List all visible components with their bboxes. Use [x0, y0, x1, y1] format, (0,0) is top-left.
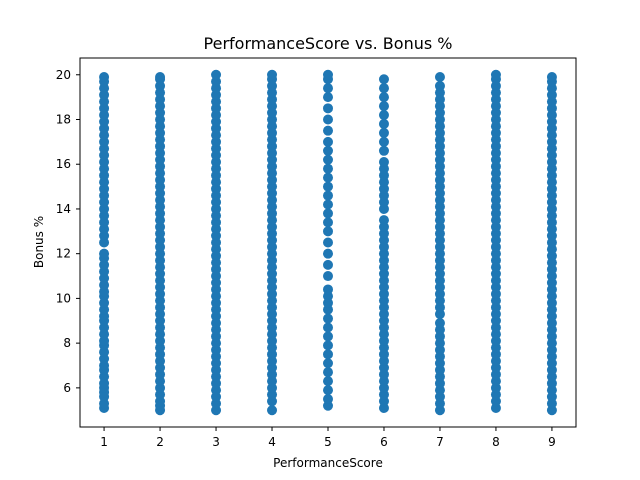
data-point: [323, 190, 333, 201]
data-point: [323, 114, 333, 125]
data-point: [267, 405, 278, 416]
data-point: [323, 136, 333, 147]
x-axis-label: PerformanceScore: [273, 456, 383, 470]
y-tick-label: 18: [56, 113, 71, 127]
data-point: [99, 248, 110, 259]
data-point: [323, 217, 333, 228]
data-point: [323, 125, 333, 136]
y-tick-label: 8: [63, 336, 71, 350]
data-point: [323, 237, 333, 248]
data-point: [323, 322, 333, 333]
y-tick-label: 20: [56, 68, 71, 82]
data-point: [323, 92, 333, 103]
data-point: [378, 127, 389, 138]
y-tick-label: 10: [56, 291, 71, 305]
data-point: [323, 163, 333, 174]
data-point: [323, 103, 333, 114]
scatter-points: [99, 69, 557, 416]
y-axis-ticks: 6 8 10 12 14 16 18 20: [56, 68, 80, 395]
data-point: [323, 69, 333, 80]
data-point: [378, 74, 389, 85]
data-point: [378, 110, 389, 121]
y-tick-label: 14: [56, 202, 71, 216]
data-point: [546, 72, 557, 83]
x-tick-label: 4: [268, 435, 276, 449]
data-point: [155, 72, 166, 83]
data-point: [378, 101, 389, 112]
data-point: [323, 376, 333, 387]
data-point: [323, 394, 333, 405]
data-point: [323, 385, 333, 396]
y-tick-label: 6: [63, 381, 71, 395]
data-point: [378, 118, 389, 129]
data-point: [323, 199, 333, 210]
x-tick-label: 8: [492, 435, 500, 449]
x-tick-label: 6: [380, 435, 388, 449]
x-tick-label: 9: [548, 435, 556, 449]
data-point: [378, 156, 389, 167]
data-point: [434, 80, 445, 91]
data-point: [434, 318, 445, 329]
data-point: [323, 313, 333, 324]
data-point: [323, 181, 333, 192]
data-point: [490, 69, 501, 80]
data-point: [323, 367, 333, 378]
data-point: [267, 69, 278, 80]
data-point: [323, 208, 333, 219]
data-point: [323, 154, 333, 165]
x-axis-ticks: 1 2 3 4 5 6 7 8 9: [100, 427, 556, 449]
x-tick-label: 2: [156, 435, 164, 449]
y-axis-label: Bonus %: [32, 216, 46, 268]
data-point: [323, 284, 333, 295]
data-point: [323, 271, 333, 282]
data-point: [378, 83, 389, 94]
data-point: [99, 72, 110, 83]
x-tick-label: 5: [324, 435, 332, 449]
data-point: [323, 83, 333, 94]
data-point: [323, 172, 333, 183]
data-point: [323, 358, 333, 369]
data-point: [434, 72, 445, 83]
data-point: [323, 226, 333, 237]
data-point: [323, 145, 333, 156]
data-point: [323, 331, 333, 342]
data-point: [378, 145, 389, 156]
data-point: [323, 259, 333, 270]
chart-title: PerformanceScore vs. Bonus %: [204, 34, 453, 53]
data-point: [378, 136, 389, 147]
x-tick-label: 3: [212, 435, 220, 449]
data-point: [211, 69, 222, 80]
y-tick-label: 16: [56, 157, 71, 171]
data-point: [378, 92, 389, 103]
data-point: [323, 349, 333, 360]
x-tick-label: 1: [100, 435, 108, 449]
x-tick-label: 7: [436, 435, 444, 449]
y-tick-label: 12: [56, 247, 71, 261]
data-point: [378, 215, 389, 226]
data-point: [323, 340, 333, 351]
data-point: [323, 248, 333, 259]
